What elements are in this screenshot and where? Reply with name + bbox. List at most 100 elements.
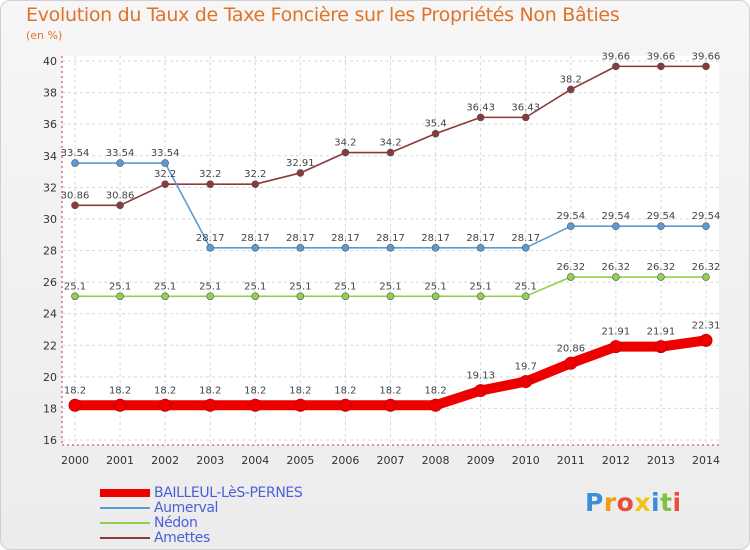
legend-label: Amettes <box>154 530 210 546</box>
data-point <box>657 273 665 281</box>
legend-label: Nédon <box>154 515 198 531</box>
y-tick-label: 26 <box>43 276 57 289</box>
x-tick-label: 2010 <box>512 454 540 467</box>
x-tick-label: 2002 <box>151 454 179 467</box>
logo-letter: t <box>660 488 673 517</box>
proxiti-logo: Proxiti <box>585 488 682 517</box>
data-label: 25.1 <box>470 281 492 292</box>
data-point <box>113 398 127 412</box>
data-label: 33.54 <box>151 148 180 159</box>
data-point <box>296 292 305 301</box>
data-label: 18.2 <box>199 385 221 396</box>
x-tick-label: 2003 <box>196 454 224 467</box>
logo-letter: x <box>634 488 651 517</box>
logo-letter: o <box>616 488 635 517</box>
data-point <box>71 292 79 301</box>
data-point <box>338 398 352 412</box>
logo-letter: r <box>603 488 617 517</box>
data-label: 33.54 <box>106 148 135 159</box>
data-point <box>206 180 215 188</box>
data-point <box>429 398 443 412</box>
data-label: 18.2 <box>334 385 356 396</box>
data-point <box>476 244 485 252</box>
data-label: 25.1 <box>244 281 266 292</box>
data-label: 21.91 <box>647 327 676 338</box>
data-point <box>248 398 262 412</box>
data-label: 30.86 <box>106 190 135 201</box>
x-tick-label: 2012 <box>602 454 630 467</box>
y-tick-label: 30 <box>43 213 57 226</box>
data-point <box>702 222 710 230</box>
data-point <box>296 169 305 177</box>
data-point <box>386 148 395 157</box>
data-point <box>566 273 575 281</box>
data-point <box>521 244 530 252</box>
data-label: 26.32 <box>602 262 631 273</box>
data-label: 30.86 <box>61 190 90 201</box>
x-tick-label: 2014 <box>692 454 720 467</box>
data-label: 18.2 <box>244 385 266 396</box>
data-label: 18.2 <box>109 385 131 396</box>
data-point <box>68 398 82 412</box>
data-label: 36.43 <box>466 102 495 113</box>
data-label: 25.1 <box>424 281 446 292</box>
data-label: 32.2 <box>244 169 266 180</box>
x-tick-label: 2008 <box>422 454 450 467</box>
data-label: 28.17 <box>421 233 450 244</box>
unit-label: (en %) <box>26 29 63 42</box>
x-tick-label: 2007 <box>377 454 405 467</box>
data-label: 29.54 <box>602 211 631 222</box>
data-point <box>476 113 485 122</box>
data-label: 29.54 <box>556 211 585 222</box>
data-point <box>519 375 533 389</box>
data-point <box>474 384 488 398</box>
x-tick-label: 2009 <box>467 454 495 467</box>
data-point <box>206 292 215 301</box>
data-label: 26.32 <box>556 262 585 273</box>
data-point <box>657 222 665 230</box>
data-label-layer: 30.86 30.86 32.2 32.2 32.2 32.91 34.2 34.2 35.4 3… <box>61 51 721 396</box>
legend-label: Aumerval <box>154 500 219 516</box>
data-label: 29.54 <box>692 211 721 222</box>
data-point <box>116 159 124 167</box>
data-point <box>566 85 575 94</box>
chart-title: Evolution du Taux de Taxe Foncière sur l… <box>26 4 620 26</box>
data-point <box>203 398 217 412</box>
legend-swatch <box>100 522 150 524</box>
data-point <box>251 180 260 188</box>
y-tick-label: 36 <box>43 118 57 131</box>
y-tick-label: 34 <box>43 150 57 163</box>
logo-letter: i <box>651 488 661 517</box>
data-point <box>521 292 530 301</box>
data-label: 19.13 <box>466 371 495 382</box>
logo-letter: P <box>585 488 604 517</box>
data-point <box>566 222 575 230</box>
data-point <box>702 273 710 281</box>
data-label: 35.4 <box>424 119 446 130</box>
data-label: 19.7 <box>515 362 537 373</box>
data-point <box>158 398 172 412</box>
data-label: 18.2 <box>64 385 86 396</box>
data-label: 25.1 <box>154 281 176 292</box>
data-label: 28.17 <box>466 233 495 244</box>
data-label: 39.66 <box>692 51 721 62</box>
data-point <box>386 292 395 301</box>
data-point <box>341 148 350 157</box>
data-point <box>564 356 578 370</box>
data-label: 39.66 <box>602 51 631 62</box>
data-label: 18.2 <box>424 385 446 396</box>
data-label: 36.43 <box>511 102 540 113</box>
data-point <box>612 62 620 71</box>
data-point <box>431 292 440 301</box>
data-point <box>116 201 124 210</box>
y-tick-label: 18 <box>43 402 57 415</box>
data-point <box>206 244 215 252</box>
data-label: 38.2 <box>560 74 582 85</box>
data-label: 28.17 <box>331 233 360 244</box>
x-tick-label: 2011 <box>557 454 585 467</box>
data-label: 29.54 <box>647 211 676 222</box>
x-tick-label: 2004 <box>241 454 269 467</box>
data-label: 25.1 <box>64 281 86 292</box>
legend-swatch <box>100 537 150 539</box>
data-label: 18.2 <box>154 385 176 396</box>
